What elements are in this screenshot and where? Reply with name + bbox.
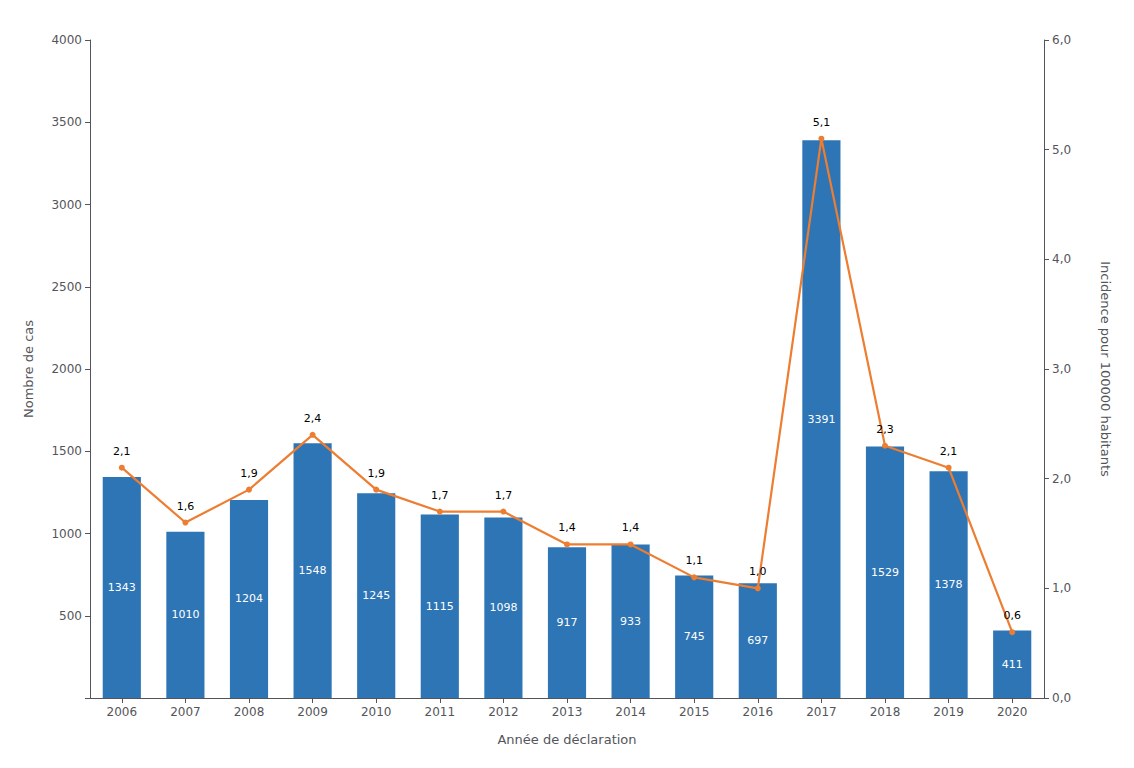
svg-text:2018: 2018 — [870, 705, 901, 719]
svg-text:2009: 2009 — [297, 705, 328, 719]
svg-text:1,4: 1,4 — [622, 521, 640, 534]
svg-text:1098: 1098 — [489, 601, 517, 614]
svg-text:Année de déclaration: Année de déclaration — [497, 732, 636, 747]
svg-text:2008: 2008 — [234, 705, 265, 719]
svg-text:1010: 1010 — [171, 608, 199, 621]
svg-text:4,0: 4,0 — [1052, 252, 1071, 266]
svg-text:917: 917 — [557, 616, 578, 629]
svg-text:1245: 1245 — [362, 589, 390, 602]
svg-text:2000: 2000 — [51, 362, 82, 376]
svg-text:1,0: 1,0 — [749, 565, 767, 578]
svg-text:2010: 2010 — [361, 705, 392, 719]
svg-text:6,0: 6,0 — [1052, 33, 1071, 47]
svg-text:2,0: 2,0 — [1052, 472, 1071, 486]
svg-text:2,3: 2,3 — [876, 423, 894, 436]
svg-text:1204: 1204 — [235, 592, 263, 605]
svg-text:2020: 2020 — [997, 705, 1028, 719]
svg-text:933: 933 — [620, 615, 641, 628]
svg-text:2,1: 2,1 — [940, 445, 958, 458]
svg-text:1,9: 1,9 — [367, 467, 385, 480]
svg-text:2006: 2006 — [107, 705, 138, 719]
svg-text:1,7: 1,7 — [431, 489, 449, 502]
svg-text:1,7: 1,7 — [495, 489, 513, 502]
svg-text:1343: 1343 — [108, 581, 136, 594]
svg-text:1115: 1115 — [426, 600, 454, 613]
svg-text:1548: 1548 — [299, 564, 327, 577]
svg-text:2017: 2017 — [806, 705, 837, 719]
svg-text:4000: 4000 — [51, 33, 82, 47]
svg-text:2014: 2014 — [615, 705, 646, 719]
svg-text:1,6: 1,6 — [177, 500, 195, 513]
svg-text:2015: 2015 — [679, 705, 710, 719]
svg-text:Nombre de cas: Nombre de cas — [21, 320, 36, 418]
svg-text:3000: 3000 — [51, 198, 82, 212]
svg-text:2,1: 2,1 — [113, 445, 131, 458]
svg-text:Incidence pour 100000 habitant: Incidence pour 100000 habitants — [1098, 261, 1113, 477]
svg-text:1378: 1378 — [935, 578, 963, 591]
svg-text:1000: 1000 — [51, 527, 82, 541]
svg-text:2019: 2019 — [933, 705, 964, 719]
svg-text:1,9: 1,9 — [240, 467, 258, 480]
svg-text:2013: 2013 — [552, 705, 583, 719]
svg-text:2016: 2016 — [743, 705, 774, 719]
svg-text:1,0: 1,0 — [1052, 581, 1071, 595]
svg-text:2007: 2007 — [170, 705, 201, 719]
svg-text:5,1: 5,1 — [813, 116, 831, 129]
svg-text:2,4: 2,4 — [304, 412, 322, 425]
svg-text:500: 500 — [59, 609, 82, 623]
svg-text:3,0: 3,0 — [1052, 362, 1071, 376]
svg-text:411: 411 — [1002, 658, 1023, 671]
svg-text:2500: 2500 — [51, 280, 82, 294]
svg-text:1,1: 1,1 — [685, 554, 703, 567]
svg-text:3500: 3500 — [51, 115, 82, 129]
svg-text:0,0: 0,0 — [1052, 691, 1071, 705]
svg-text:1,4: 1,4 — [558, 521, 576, 534]
svg-text:745: 745 — [684, 630, 705, 643]
svg-text:5,0: 5,0 — [1052, 143, 1071, 157]
svg-text:697: 697 — [747, 634, 768, 647]
svg-text:2011: 2011 — [425, 705, 456, 719]
svg-text:1529: 1529 — [871, 566, 899, 579]
svg-text:0,6: 0,6 — [1003, 609, 1021, 622]
svg-text:2012: 2012 — [488, 705, 519, 719]
svg-text:3391: 3391 — [807, 413, 835, 426]
svg-text:1500: 1500 — [51, 444, 82, 458]
